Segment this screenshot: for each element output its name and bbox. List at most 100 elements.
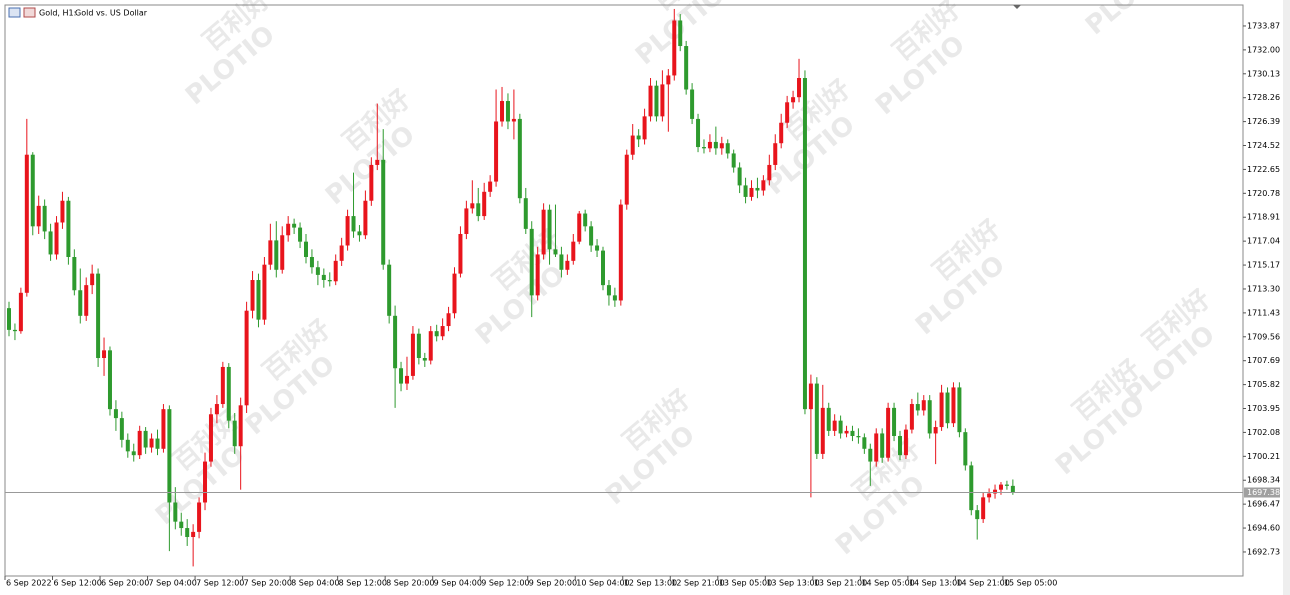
candle-body — [268, 240, 273, 265]
candle-body — [220, 366, 225, 405]
y-tick-label: 1694.60 — [1247, 524, 1280, 533]
symbol: Gold, H1: — [39, 9, 76, 18]
candle-body — [945, 392, 950, 424]
x-tick-label: 14 Sep 13:00 — [909, 579, 962, 588]
candle-body — [797, 78, 802, 98]
candle-body — [434, 331, 439, 337]
candle-body — [987, 493, 992, 498]
y-tick-label: 1698.34 — [1247, 476, 1280, 485]
candle-body — [42, 205, 47, 232]
candle-body — [1004, 484, 1009, 486]
candle-body — [921, 400, 926, 411]
candle-body — [244, 310, 249, 406]
candle-body — [1010, 485, 1015, 493]
candle-body — [696, 118, 701, 148]
candle-body — [446, 313, 451, 327]
candle-body — [666, 75, 671, 85]
candle-body — [909, 404, 914, 430]
candle-body — [672, 20, 677, 76]
candle-body — [535, 254, 540, 296]
candle-body — [440, 326, 445, 337]
candle-body — [998, 484, 1003, 490]
candle-body — [309, 257, 314, 268]
candle-body — [197, 502, 202, 532]
candle-body — [363, 200, 368, 236]
y-tick-label: 1732.00 — [1247, 45, 1280, 54]
x-tick-label: 8 Sep 04:00 — [291, 579, 339, 588]
candle-body — [725, 143, 730, 154]
candle-body — [779, 122, 784, 144]
candle-body — [927, 400, 932, 434]
candle-body — [559, 254, 564, 270]
candle-body — [464, 208, 469, 234]
candle-body — [773, 143, 778, 165]
candle-body — [54, 222, 59, 255]
candle-body — [529, 228, 534, 296]
candle-body — [589, 226, 594, 246]
y-tick-label: 1717.04 — [1247, 237, 1280, 246]
y-tick-label: 1711.43 — [1247, 308, 1280, 317]
candle-body — [500, 101, 505, 122]
candle-body — [642, 116, 647, 140]
x-tick-label: 10 Sep 04:00 — [576, 579, 629, 588]
chart-icon[interactable] — [23, 7, 36, 18]
candle-body — [571, 241, 576, 261]
candle-body — [844, 430, 849, 434]
candle-body — [256, 280, 261, 320]
y-tick-label: 1718.91 — [1247, 213, 1280, 222]
shift-marker[interactable] — [1013, 5, 1021, 9]
candle-body — [226, 366, 231, 421]
candle-body — [36, 205, 41, 227]
y-tick-label: 1713.30 — [1247, 284, 1280, 293]
candle-body — [737, 167, 742, 186]
candle-body — [161, 409, 166, 449]
candle-body — [886, 407, 891, 458]
candle-body — [203, 461, 208, 503]
candle-body — [280, 235, 285, 270]
candle-body — [339, 245, 344, 261]
candle-body — [24, 154, 29, 293]
candle-body — [119, 418, 124, 440]
candle-body — [690, 89, 695, 119]
candle-body — [648, 85, 653, 117]
candle-body — [452, 273, 457, 314]
current-price-label: 1697.38 — [1247, 488, 1280, 497]
candle-body — [357, 231, 362, 236]
candle-body — [232, 420, 237, 447]
candle-body — [939, 392, 944, 428]
candle-body — [892, 407, 897, 436]
candle-body — [517, 118, 522, 199]
scrollbar[interactable] — [1283, 0, 1290, 595]
candle-body — [951, 387, 956, 424]
candle-body — [185, 528, 190, 538]
candle-body — [731, 153, 736, 168]
current-price-box — [1244, 487, 1280, 498]
candle-body — [369, 164, 374, 201]
menu-icon[interactable] — [8, 7, 21, 18]
candle-body — [333, 260, 338, 282]
candle-body — [612, 295, 617, 301]
candle-body — [707, 141, 712, 149]
candle-body — [898, 435, 902, 456]
candle-body — [601, 250, 605, 286]
candle-body — [577, 213, 582, 242]
candle-body — [915, 404, 920, 411]
candle-body — [327, 280, 332, 282]
candle-body — [808, 383, 813, 410]
candle-body — [149, 438, 154, 448]
x-tick-label: 14 Sep 05:00 — [861, 579, 914, 588]
candle-body — [167, 409, 172, 503]
candle-body — [262, 264, 267, 320]
candle-body — [298, 227, 303, 242]
x-tick-label: 14 Sep 21:00 — [956, 579, 1009, 588]
candle-body — [963, 432, 968, 466]
candle-body — [630, 135, 635, 155]
candle-body — [743, 185, 748, 197]
candle-body — [868, 448, 873, 462]
x-tick-label: 7 Sep 20:00 — [244, 579, 292, 588]
y-tick-label: 1703.95 — [1247, 404, 1280, 413]
y-tick-label: 1702.08 — [1247, 428, 1280, 437]
candle-body — [72, 257, 77, 291]
x-tick-label: 7 Sep 12:00 — [196, 579, 244, 588]
